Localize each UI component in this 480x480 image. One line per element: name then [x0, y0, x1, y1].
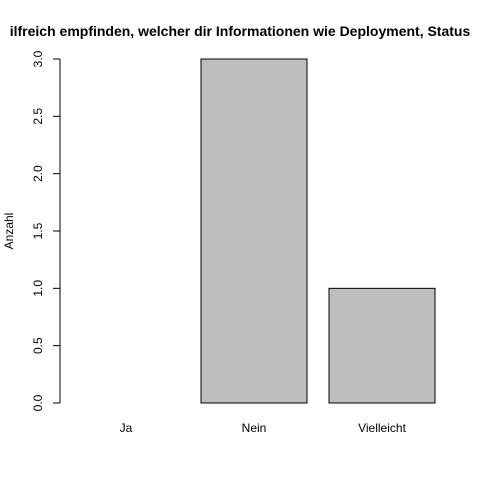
chart-title: ilfreich empfinden, welcher dir Informat… [10, 23, 471, 39]
category-label-ja: Ja [120, 421, 133, 435]
y-tick-label: 0.5 [31, 337, 45, 354]
y-tick-label: 1.0 [31, 280, 45, 297]
category-label-nein: Nein [242, 421, 267, 435]
y-tick-label: 3.0 [31, 50, 45, 67]
category-label-vielleicht: Vielleicht [358, 421, 406, 435]
y-tick-label: 2.0 [31, 165, 45, 182]
bar-nein [200, 58, 308, 404]
y-tick-label: 0.0 [31, 394, 45, 411]
y-tick-label: 2.5 [31, 108, 45, 125]
y-tick-label: 1.5 [31, 222, 45, 239]
y-axis-label: Anzahl [2, 213, 16, 250]
y-axis: 0.0 0.5 1.0 1.5 2.0 2.5 3.0 [31, 50, 61, 411]
bar-vielleicht [328, 287, 436, 404]
bars-group [200, 58, 436, 404]
category-labels: Ja Nein Vielleicht [120, 421, 407, 435]
